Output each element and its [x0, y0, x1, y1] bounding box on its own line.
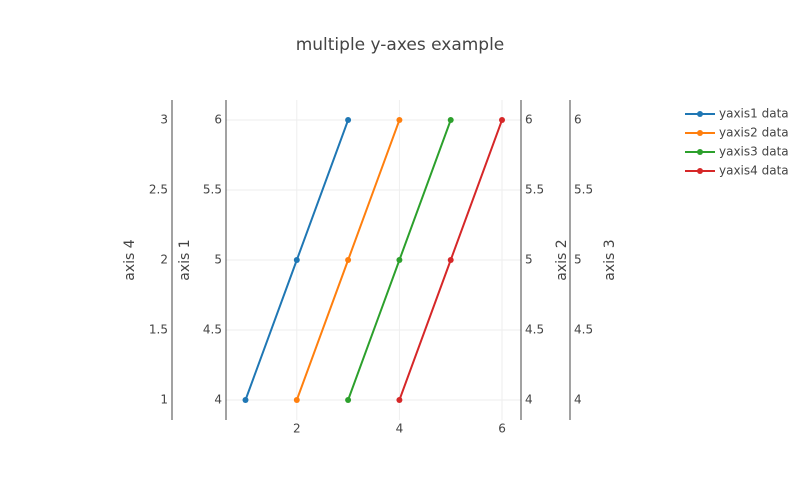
data-point [345, 396, 352, 403]
data-point [293, 257, 300, 263]
y-tick-label: 5 [214, 253, 222, 267]
y-tick-label: 4 [574, 392, 582, 406]
legend-label: yaxis1 data [719, 107, 789, 121]
y-tick-label: 2 [160, 253, 168, 267]
legend-label: yaxis3 data [719, 145, 789, 159]
data-point [293, 396, 300, 403]
y-tick-label: 6 [574, 113, 582, 127]
y-tick-label: 4 [525, 392, 533, 406]
y-tick-label: 5.5 [525, 183, 544, 197]
data-point [396, 117, 403, 124]
y-tick-label: 6 [525, 113, 533, 127]
x-tick-label: 2 [293, 422, 301, 436]
legend-marker [697, 130, 703, 136]
legend-marker [697, 149, 703, 155]
y-tick-label: 1.5 [149, 322, 168, 336]
legend-marker [697, 168, 703, 174]
y-axis-title: axis 1 [177, 239, 193, 280]
y-tick-label: 4 [214, 392, 222, 406]
data-point [345, 257, 352, 263]
y-tick-label: 1 [160, 392, 168, 406]
grid [226, 100, 521, 420]
data-point [396, 396, 403, 403]
y-tick-label: 3 [160, 113, 168, 127]
x-tick-label: 6 [498, 422, 506, 436]
chart-title: multiple y-axes example [296, 35, 505, 55]
data-point [447, 117, 454, 124]
y-axis-title: axis 4 [122, 239, 138, 280]
y-axis-title: axis 3 [602, 239, 618, 280]
y-tick-label: 6 [214, 113, 222, 127]
y-tick-label: 4.5 [203, 322, 222, 336]
y-tick-label: 5.5 [574, 183, 593, 197]
y-tick-label: 5 [525, 253, 533, 267]
data-point [447, 257, 454, 263]
y-tick-label: 5 [574, 253, 582, 267]
data-point [345, 117, 352, 124]
y-tick-label: 4.5 [525, 322, 544, 336]
data-point [242, 396, 249, 403]
x-tick-label: 4 [396, 422, 404, 436]
y-tick-label: 2.5 [149, 183, 168, 197]
data-point [396, 257, 403, 263]
y-axis-title: axis 2 [554, 239, 570, 280]
data-point [499, 117, 506, 124]
legend-label: yaxis2 data [719, 126, 789, 140]
legend-label: yaxis4 data [719, 164, 789, 178]
legend-marker [697, 111, 703, 117]
y-tick-label: 4.5 [574, 322, 593, 336]
y-tick-label: 5.5 [203, 183, 222, 197]
